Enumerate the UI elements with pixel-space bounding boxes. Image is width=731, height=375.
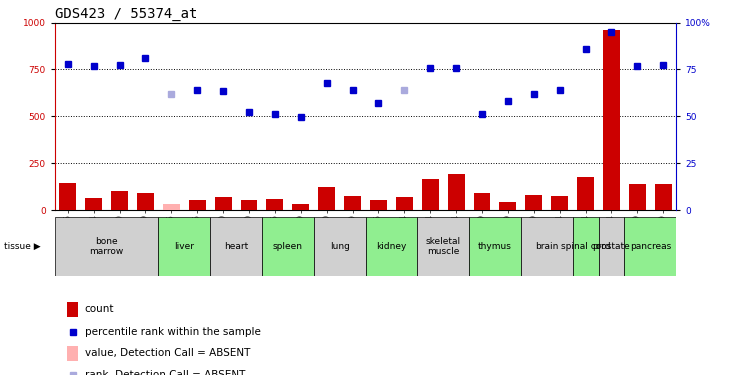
Bar: [267, 199, 284, 210]
Bar: [422, 179, 439, 210]
Text: tissue ▶: tissue ▶: [4, 242, 40, 251]
Text: count: count: [85, 304, 114, 314]
Text: heart: heart: [224, 242, 249, 251]
Text: value, Detection Call = ABSENT: value, Detection Call = ABSENT: [85, 348, 250, 358]
Text: skeletal
muscle: skeletal muscle: [425, 237, 461, 256]
Bar: [469, 217, 520, 276]
Bar: [499, 202, 516, 210]
Bar: [55, 217, 159, 276]
Text: GDS423 / 55374_at: GDS423 / 55374_at: [55, 8, 197, 21]
Bar: [211, 217, 262, 276]
Bar: [111, 191, 128, 210]
Bar: [447, 174, 464, 210]
Bar: [215, 197, 232, 210]
Bar: [344, 196, 361, 210]
Text: prostate: prostate: [593, 242, 630, 251]
Bar: [159, 217, 211, 276]
Bar: [526, 195, 542, 210]
Bar: [262, 217, 314, 276]
Bar: [624, 217, 676, 276]
Text: lung: lung: [330, 242, 349, 251]
Text: kidney: kidney: [376, 242, 406, 251]
Bar: [521, 217, 572, 276]
Bar: [577, 177, 594, 210]
Bar: [314, 217, 366, 276]
Bar: [370, 200, 387, 210]
Bar: [163, 204, 180, 210]
Bar: [318, 187, 335, 210]
Bar: [137, 193, 154, 210]
Text: percentile rank within the sample: percentile rank within the sample: [85, 327, 260, 337]
Text: thymus: thymus: [478, 242, 512, 251]
Bar: [396, 197, 413, 210]
Bar: [292, 204, 309, 210]
Bar: [59, 183, 76, 210]
Text: bone
marrow: bone marrow: [89, 237, 124, 256]
Bar: [603, 30, 620, 210]
Bar: [67, 346, 78, 360]
Text: spleen: spleen: [273, 242, 303, 251]
Bar: [655, 184, 672, 210]
Bar: [599, 217, 624, 276]
Bar: [629, 184, 645, 210]
Text: liver: liver: [174, 242, 194, 251]
Bar: [572, 217, 599, 276]
Bar: [189, 200, 205, 210]
Bar: [417, 217, 469, 276]
Text: pancreas: pancreas: [629, 242, 671, 251]
Bar: [240, 200, 257, 210]
Text: spinal cord: spinal cord: [561, 242, 610, 251]
Bar: [474, 193, 491, 210]
Text: rank, Detection Call = ABSENT: rank, Detection Call = ABSENT: [85, 370, 245, 375]
Bar: [551, 196, 568, 210]
Text: brain: brain: [535, 242, 558, 251]
Bar: [86, 198, 102, 210]
Bar: [67, 302, 78, 317]
Bar: [366, 217, 417, 276]
